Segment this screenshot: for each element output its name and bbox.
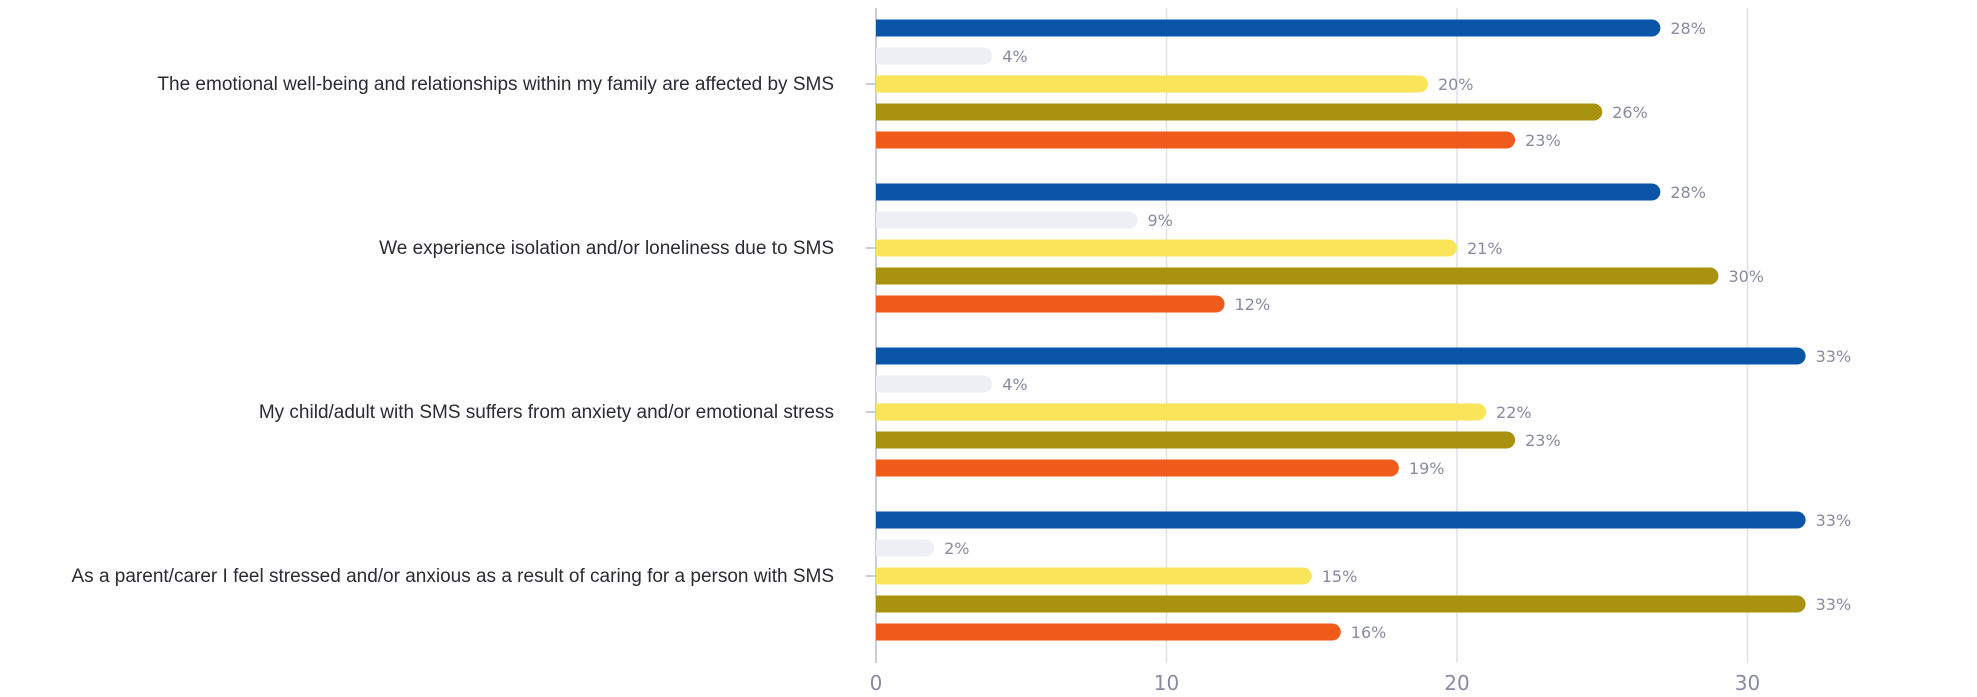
bar-base	[876, 211, 885, 229]
bar-base	[876, 295, 885, 313]
data-label: 33%	[1816, 511, 1852, 530]
bar-base	[876, 103, 885, 121]
bar-base	[876, 623, 885, 641]
bar-base	[876, 131, 885, 149]
bar-base	[876, 459, 885, 477]
bar	[876, 595, 1806, 613]
data-label: 23%	[1525, 431, 1561, 450]
x-tick-label: 30	[1735, 671, 1760, 695]
bar	[876, 403, 1487, 421]
bar	[876, 623, 1341, 641]
category-label: We experience isolation and/or lonelines…	[379, 238, 834, 259]
data-label: 4%	[1002, 375, 1027, 394]
x-tick-label: 20	[1444, 671, 1469, 695]
bar	[876, 347, 1806, 365]
bar-base	[876, 567, 885, 585]
bar	[876, 539, 935, 557]
data-label: 19%	[1409, 459, 1445, 478]
x-tick-label: 10	[1154, 671, 1179, 695]
x-tick-label: 0	[870, 671, 883, 695]
bar	[876, 567, 1312, 585]
data-label: 2%	[944, 539, 969, 558]
bar	[876, 103, 1603, 121]
data-label: 28%	[1670, 19, 1706, 38]
bar	[876, 75, 1428, 93]
bar	[876, 211, 1138, 229]
data-label: 33%	[1816, 595, 1852, 614]
data-label: 22%	[1496, 403, 1532, 422]
bar-base	[876, 539, 885, 557]
bar-base	[876, 595, 885, 613]
bar-base	[876, 347, 885, 365]
bar-base	[876, 183, 885, 201]
bar	[876, 239, 1457, 257]
data-label: 21%	[1467, 239, 1503, 258]
bar-base	[876, 375, 885, 393]
data-label: 4%	[1002, 47, 1027, 66]
bar	[876, 431, 1516, 449]
category-label: As a parent/carer I feel stressed and/or…	[72, 566, 835, 587]
data-label: 26%	[1612, 103, 1648, 122]
bar	[876, 459, 1399, 477]
bar-base	[876, 403, 885, 421]
bar	[876, 267, 1719, 285]
category-label: My child/adult with SMS suffers from anx…	[259, 402, 834, 423]
bar-base	[876, 431, 885, 449]
bar	[876, 375, 993, 393]
category-label: The emotional well-being and relationshi…	[157, 74, 834, 95]
bar-base	[876, 239, 885, 257]
bar	[876, 183, 1661, 201]
data-label: 12%	[1235, 295, 1271, 314]
data-label: 16%	[1351, 623, 1387, 642]
bar-base	[876, 267, 885, 285]
data-label: 15%	[1322, 567, 1358, 586]
bar-base	[876, 47, 885, 65]
bar	[876, 511, 1806, 529]
bar-base	[876, 19, 885, 37]
data-label: 20%	[1438, 75, 1474, 94]
bar	[876, 19, 1661, 37]
bar-base	[876, 75, 885, 93]
data-label: 28%	[1670, 183, 1706, 202]
bar	[876, 131, 1516, 149]
bar	[876, 47, 993, 65]
data-label: 9%	[1147, 211, 1172, 230]
data-label: 30%	[1728, 267, 1764, 286]
bar	[876, 295, 1225, 313]
bar-base	[876, 511, 885, 529]
data-label: 33%	[1816, 347, 1852, 366]
data-label: 23%	[1525, 131, 1561, 150]
